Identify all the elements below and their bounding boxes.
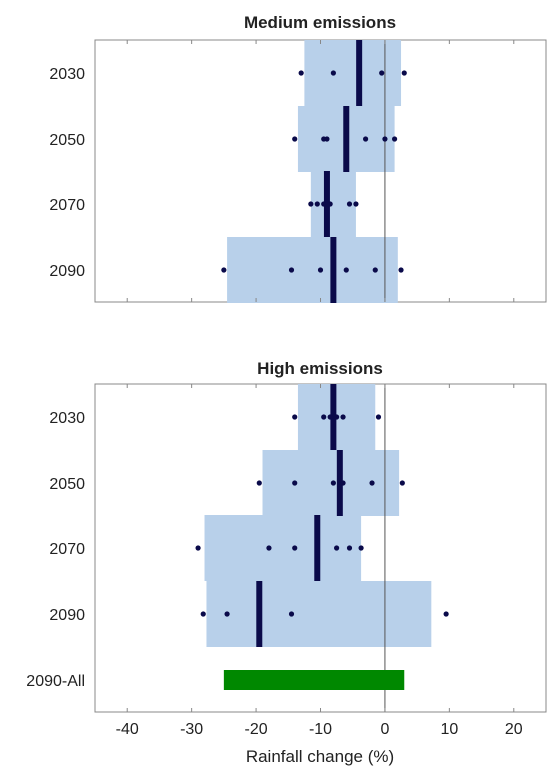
summary-bar-2090-All bbox=[223, 670, 405, 690]
model-point-2070-4 bbox=[346, 201, 353, 207]
range-box-2090 bbox=[206, 581, 432, 647]
y-tick-label: 2030 bbox=[49, 410, 85, 427]
model-point-2090-5 bbox=[398, 267, 404, 273]
model-point-2090-1 bbox=[224, 611, 230, 617]
y-tick-label: 2070 bbox=[49, 541, 85, 558]
y-tick-label: 2090 bbox=[49, 263, 85, 280]
y-tick-label: 2090 bbox=[49, 607, 85, 624]
model-point-2070-5 bbox=[358, 545, 364, 551]
model-point-2090-0 bbox=[221, 267, 227, 273]
model-point-2030-0 bbox=[298, 70, 304, 76]
x-tick-label: 0 bbox=[380, 721, 389, 738]
x-tick-label: -30 bbox=[180, 721, 203, 738]
model-point-2090-1 bbox=[288, 267, 295, 273]
panel-high-emissions: High emissions 20302050207020902090-All … bbox=[26, 359, 547, 766]
model-point-2070-1 bbox=[314, 201, 320, 207]
model-point-2050-1 bbox=[292, 480, 298, 486]
model-point-2050-5 bbox=[391, 136, 398, 142]
panel-title: High emissions bbox=[257, 359, 383, 378]
y-tick-label: 2090-All bbox=[26, 673, 85, 690]
model-point-2090-3 bbox=[443, 611, 449, 617]
model-point-2090-0 bbox=[200, 611, 206, 617]
model-point-2030-0 bbox=[292, 414, 298, 420]
model-point-2050-3 bbox=[340, 480, 346, 486]
model-point-2030-2 bbox=[327, 414, 333, 420]
model-point-2030-1 bbox=[321, 414, 327, 420]
model-point-2050-4 bbox=[369, 480, 375, 486]
model-point-2030-3 bbox=[401, 70, 407, 76]
model-point-2090-2 bbox=[317, 267, 324, 273]
y-tick-label: 2030 bbox=[49, 66, 85, 83]
x-tick-label: -40 bbox=[116, 721, 139, 738]
y-tick-labels: 2030 2050 2070 2090 2090-All bbox=[26, 410, 85, 690]
model-point-2090-3 bbox=[343, 267, 349, 273]
model-point-2070-3 bbox=[334, 545, 340, 551]
model-point-2030-4 bbox=[340, 414, 346, 420]
model-point-2070-0 bbox=[195, 545, 201, 551]
model-point-2070-5 bbox=[353, 201, 359, 207]
model-point-2030-1 bbox=[330, 70, 336, 76]
model-point-2050-3 bbox=[363, 136, 369, 142]
model-point-2050-2 bbox=[324, 136, 330, 142]
model-point-2090-2 bbox=[288, 611, 295, 617]
range-box-2090 bbox=[227, 237, 398, 303]
x-axis-label: Rainfall change (%) bbox=[246, 747, 394, 766]
model-point-2050-5 bbox=[399, 480, 405, 486]
panel-medium-emissions: Medium emissions 2030 2050 2070 2090 bbox=[49, 13, 547, 303]
model-point-2050-4 bbox=[382, 136, 388, 142]
model-point-2050-0 bbox=[292, 136, 298, 142]
panel-marks bbox=[126, 384, 515, 712]
model-point-2070-4 bbox=[346, 545, 353, 551]
x-tick-labels: -40 -30 -20 -10 0 10 20 bbox=[116, 721, 523, 738]
panel-marks bbox=[126, 40, 515, 303]
y-tick-label: 2050 bbox=[49, 132, 85, 149]
x-tick-label: -20 bbox=[245, 721, 268, 738]
model-point-2070-2 bbox=[292, 545, 298, 551]
y-tick-label: 2070 bbox=[49, 197, 85, 214]
model-point-2030-5 bbox=[375, 414, 382, 420]
model-point-2030-3 bbox=[334, 414, 340, 420]
x-tick-label: -10 bbox=[309, 721, 332, 738]
model-point-2050-0 bbox=[256, 480, 262, 486]
model-point-2070-2 bbox=[321, 201, 327, 207]
model-point-2050-2 bbox=[330, 480, 336, 486]
x-tick-label: 10 bbox=[440, 721, 458, 738]
model-point-2070-0 bbox=[308, 201, 314, 207]
panel-title: Medium emissions bbox=[244, 13, 396, 32]
y-tick-label: 2050 bbox=[49, 476, 85, 493]
model-point-2090-4 bbox=[372, 267, 378, 273]
y-tick-labels: 2030 2050 2070 2090 bbox=[49, 66, 85, 280]
x-tick-label: 20 bbox=[505, 721, 523, 738]
model-point-2030-2 bbox=[379, 70, 385, 76]
model-point-2070-3 bbox=[327, 201, 333, 207]
model-point-2070-1 bbox=[266, 545, 272, 551]
range-box-2030 bbox=[304, 40, 402, 106]
